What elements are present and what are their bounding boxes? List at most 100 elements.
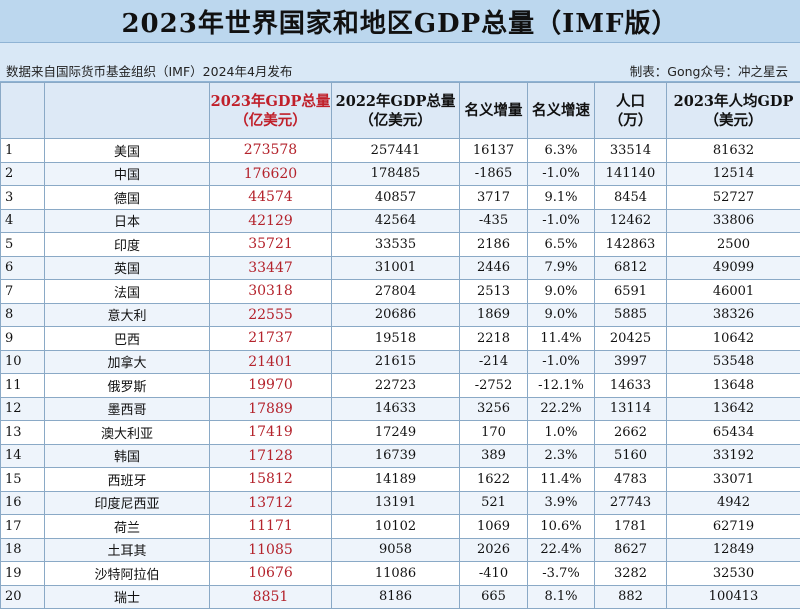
population-cell: 8454 xyxy=(595,186,667,210)
maker-note: 制表：Gong众号：冲之星云 xyxy=(630,61,788,80)
country-cell: 美国 xyxy=(45,139,210,163)
population-cell: 5885 xyxy=(595,303,667,327)
gdp2022-cell: 21615 xyxy=(332,350,460,374)
increase-cell: -2752 xyxy=(460,374,528,398)
header-gdp-per-capita-line1: 2023年人均GDP xyxy=(667,92,800,111)
header-gdp2023: 2023年GDP总量 （亿美元） xyxy=(210,83,332,139)
population-cell: 14633 xyxy=(595,374,667,398)
per-capita-cell: 13642 xyxy=(667,397,800,421)
rank-cell: 9 xyxy=(1,327,45,351)
country-cell: 日本 xyxy=(45,209,210,233)
rank-cell: 2 xyxy=(1,162,45,186)
header-population-line2: （万） xyxy=(595,111,666,130)
gdp2023-cell: 21401 xyxy=(210,350,332,374)
gdp2022-cell: 17249 xyxy=(332,421,460,445)
increase-cell: -1865 xyxy=(460,162,528,186)
gdp2022-cell: 14189 xyxy=(332,468,460,492)
header-rank xyxy=(1,83,45,139)
country-cell: 土耳其 xyxy=(45,538,210,562)
increase-cell: 1069 xyxy=(460,515,528,539)
population-cell: 1781 xyxy=(595,515,667,539)
rank-cell: 19 xyxy=(1,562,45,586)
header-gdp2023-line2: （亿美元） xyxy=(210,111,331,130)
per-capita-cell: 62719 xyxy=(667,515,800,539)
per-capita-cell: 32530 xyxy=(667,562,800,586)
growth-cell: 11.4% xyxy=(528,327,595,351)
per-capita-cell: 12849 xyxy=(667,538,800,562)
increase-cell: 2218 xyxy=(460,327,528,351)
country-cell: 意大利 xyxy=(45,303,210,327)
country-cell: 墨西哥 xyxy=(45,397,210,421)
header-gdp2022-line1: 2022年GDP总量 xyxy=(332,92,459,111)
growth-cell: 2.3% xyxy=(528,444,595,468)
population-cell: 141140 xyxy=(595,162,667,186)
header-nominal-growth: 名义增速 xyxy=(528,83,595,139)
gdp2022-cell: 257441 xyxy=(332,139,460,163)
gdp2022-cell: 14633 xyxy=(332,397,460,421)
gdp2023-cell: 22555 xyxy=(210,303,332,327)
gdp2022-cell: 9058 xyxy=(332,538,460,562)
rank-cell: 18 xyxy=(1,538,45,562)
growth-cell: 6.5% xyxy=(528,233,595,257)
country-cell: 俄罗斯 xyxy=(45,374,210,398)
country-cell: 德国 xyxy=(45,186,210,210)
increase-cell: 1869 xyxy=(460,303,528,327)
increase-cell: 521 xyxy=(460,491,528,515)
header-nominal-increase: 名义增量 xyxy=(460,83,528,139)
per-capita-cell: 65434 xyxy=(667,421,800,445)
population-cell: 4783 xyxy=(595,468,667,492)
gdp2023-cell: 11085 xyxy=(210,538,332,562)
rank-cell: 13 xyxy=(1,421,45,445)
population-cell: 6812 xyxy=(595,256,667,280)
growth-cell: 10.6% xyxy=(528,515,595,539)
population-cell: 6591 xyxy=(595,280,667,304)
increase-cell: -214 xyxy=(460,350,528,374)
gdp2022-cell: 33535 xyxy=(332,233,460,257)
gdp2022-cell: 16739 xyxy=(332,444,460,468)
increase-cell: 16137 xyxy=(460,139,528,163)
header-gdp2022: 2022年GDP总量 （亿美元） xyxy=(332,83,460,139)
increase-cell: 170 xyxy=(460,421,528,445)
per-capita-cell: 49099 xyxy=(667,256,800,280)
per-capita-cell: 33192 xyxy=(667,444,800,468)
population-cell: 27743 xyxy=(595,491,667,515)
population-cell: 33514 xyxy=(595,139,667,163)
header-gdp-per-capita: 2023年人均GDP （美元） xyxy=(667,83,800,139)
gdp2023-cell: 273578 xyxy=(210,139,332,163)
country-cell: 韩国 xyxy=(45,444,210,468)
country-cell: 澳大利亚 xyxy=(45,421,210,445)
gdp2023-cell: 33447 xyxy=(210,256,332,280)
rank-cell: 5 xyxy=(1,233,45,257)
increase-cell: 665 xyxy=(460,585,528,609)
gdp2023-cell: 17889 xyxy=(210,397,332,421)
rank-cell: 1 xyxy=(1,139,45,163)
gdp2022-cell: 19518 xyxy=(332,327,460,351)
rank-cell: 6 xyxy=(1,256,45,280)
growth-cell: 22.2% xyxy=(528,397,595,421)
gdp2023-cell: 10676 xyxy=(210,562,332,586)
gdp2022-cell: 42564 xyxy=(332,209,460,233)
growth-cell: 1.0% xyxy=(528,421,595,445)
increase-cell: 389 xyxy=(460,444,528,468)
gdp2023-cell: 176620 xyxy=(210,162,332,186)
gdp2023-cell: 17128 xyxy=(210,444,332,468)
per-capita-cell: 13648 xyxy=(667,374,800,398)
growth-cell: 9.0% xyxy=(528,303,595,327)
gdp2022-cell: 8186 xyxy=(332,585,460,609)
growth-cell: -12.1% xyxy=(528,374,595,398)
gdp2023-cell: 21737 xyxy=(210,327,332,351)
population-cell: 3997 xyxy=(595,350,667,374)
per-capita-cell: 2500 xyxy=(667,233,800,257)
header-gdp2022-line2: （亿美元） xyxy=(332,111,459,130)
population-cell: 2662 xyxy=(595,421,667,445)
